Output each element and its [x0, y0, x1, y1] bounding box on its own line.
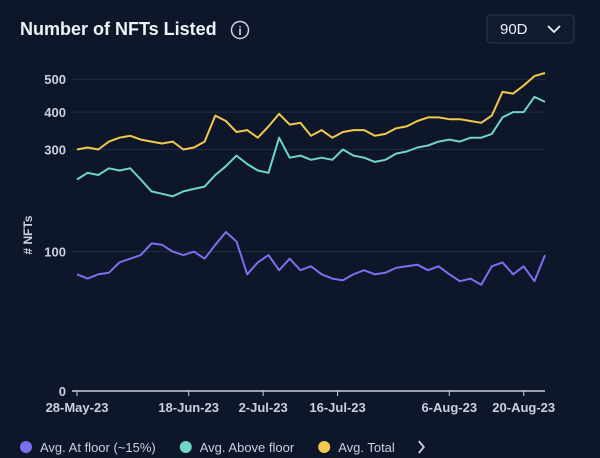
legend-label: Avg. At floor (~15%) — [40, 440, 156, 455]
x-tick-label: 16-Jul-23 — [309, 400, 365, 415]
x-tick-label: 20-Aug-23 — [492, 400, 555, 415]
legend-marker — [20, 441, 32, 453]
y-tick-label: 100 — [44, 245, 66, 260]
legend-label: Avg. Total — [338, 440, 395, 455]
series-line — [76, 72, 546, 151]
info-icon[interactable] — [230, 20, 250, 40]
legend-marker — [318, 441, 331, 453]
x-tick-label: 6-Aug-23 — [421, 400, 477, 415]
y-tick-label: 0 — [59, 384, 66, 399]
legend-marker — [179, 441, 192, 453]
period-dropdown[interactable] — [486, 14, 575, 44]
series-line — [76, 231, 546, 286]
legend-label: Avg. Above floor — [200, 440, 295, 455]
period-label: 90D — [500, 21, 528, 38]
x-tick-label: 2-Jul-23 — [239, 400, 288, 415]
y-axis-label: # NFTs — [21, 215, 35, 254]
x-tick-label: 18-Jun-23 — [158, 400, 219, 415]
chart-title: Number of NFTs Listed — [20, 19, 217, 39]
legend-next[interactable] — [418, 440, 425, 454]
dropdown-chevron — [547, 25, 561, 34]
y-tick-label: 500 — [44, 72, 66, 87]
x-tick-label: 28-May-23 — [46, 400, 109, 415]
series-line — [76, 95, 546, 198]
info-glyph: i — [238, 24, 241, 38]
y-tick-label: 400 — [44, 105, 66, 120]
y-tick-label: 300 — [44, 142, 66, 157]
